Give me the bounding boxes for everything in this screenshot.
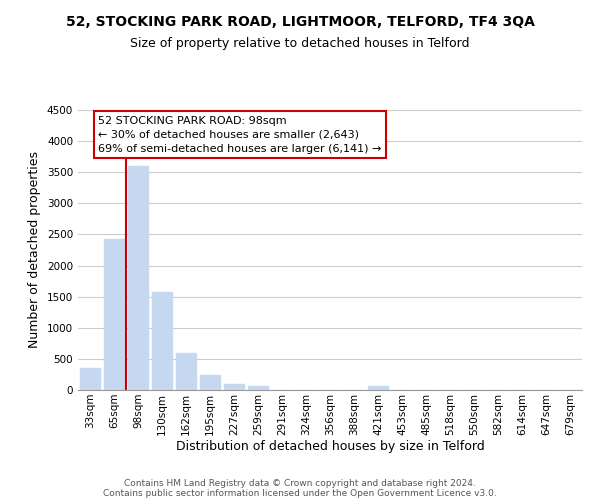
Bar — [80, 368, 100, 390]
Bar — [200, 375, 220, 390]
Bar — [176, 352, 196, 390]
X-axis label: Distribution of detached houses by size in Telford: Distribution of detached houses by size … — [176, 440, 484, 454]
Bar — [152, 292, 172, 390]
Bar — [248, 386, 268, 390]
Text: Contains HM Land Registry data © Crown copyright and database right 2024.: Contains HM Land Registry data © Crown c… — [124, 478, 476, 488]
Text: Contains public sector information licensed under the Open Government Licence v3: Contains public sector information licen… — [103, 488, 497, 498]
Y-axis label: Number of detached properties: Number of detached properties — [28, 152, 41, 348]
Text: 52, STOCKING PARK ROAD, LIGHTMOOR, TELFORD, TF4 3QA: 52, STOCKING PARK ROAD, LIGHTMOOR, TELFO… — [65, 15, 535, 29]
Bar — [104, 239, 124, 390]
Text: 52 STOCKING PARK ROAD: 98sqm
← 30% of detached houses are smaller (2,643)
69% of: 52 STOCKING PARK ROAD: 98sqm ← 30% of de… — [98, 116, 382, 154]
Bar — [368, 386, 388, 390]
Bar — [128, 166, 148, 390]
Bar — [224, 384, 244, 390]
Text: Size of property relative to detached houses in Telford: Size of property relative to detached ho… — [130, 38, 470, 51]
